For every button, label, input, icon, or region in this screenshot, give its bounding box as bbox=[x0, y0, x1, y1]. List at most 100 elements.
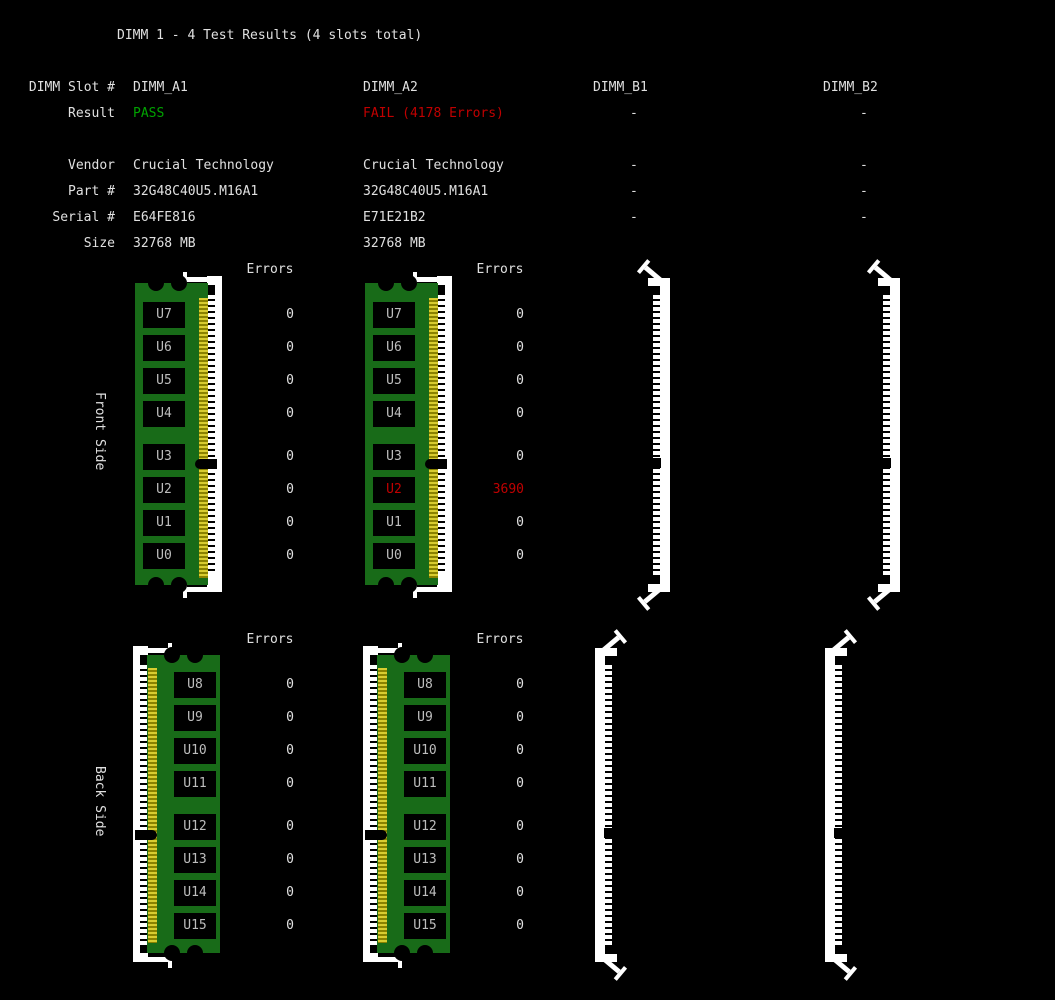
chip-error-count: 0 bbox=[286, 852, 294, 867]
chip-label: U11 bbox=[413, 776, 437, 791]
dimm-info-table: DIMM Slot # DIMM_A1 DIMM_A2 DIMM_B1 DIMM_B2 R… bbox=[0, 0, 1055, 260]
slot-latch-arm bbox=[187, 587, 209, 592]
connector-key-notch bbox=[195, 459, 217, 469]
errors-column-header: Errors bbox=[246, 262, 294, 277]
slot-latch-arm bbox=[643, 585, 664, 604]
slot-contacts bbox=[207, 295, 215, 575]
chip-error-count: 0 bbox=[516, 918, 524, 933]
connector-key-notch bbox=[425, 459, 447, 469]
chip-label: U12 bbox=[183, 819, 207, 834]
info-value: - bbox=[630, 158, 638, 173]
chip-error-count: 0 bbox=[286, 819, 294, 834]
info-value: - bbox=[860, 210, 868, 225]
memory-chip: U5 bbox=[373, 368, 415, 394]
info-value: 32G48C40U5.M16A1 bbox=[363, 184, 489, 199]
memory-chip: U2 bbox=[373, 477, 415, 503]
slot-end bbox=[133, 646, 148, 655]
chip-label: U8 bbox=[187, 677, 203, 692]
slot-end bbox=[363, 953, 378, 962]
slot-latch-arm bbox=[830, 955, 851, 974]
chip-label: U15 bbox=[413, 918, 437, 933]
info-value: DIMM_A2 bbox=[363, 80, 418, 95]
chip-error-count: 0 bbox=[286, 340, 294, 355]
memory-chip: U12 bbox=[174, 814, 216, 840]
side-label: Front Side bbox=[92, 392, 107, 471]
chip-label: U0 bbox=[156, 548, 172, 563]
connector-key-notch bbox=[881, 458, 891, 468]
slot-body bbox=[445, 285, 452, 585]
info-value: DIMM_B1 bbox=[593, 80, 648, 95]
memory-chip: U10 bbox=[174, 738, 216, 764]
slot-latch-arm bbox=[187, 277, 209, 282]
memory-chip: U13 bbox=[174, 847, 216, 873]
info-value: E64FE816 bbox=[133, 210, 196, 225]
chip-label: U10 bbox=[183, 743, 207, 758]
chip-label: U12 bbox=[413, 819, 437, 834]
dimm-pcb bbox=[135, 283, 208, 585]
info-value: - bbox=[860, 106, 868, 121]
pcb-edge-notch bbox=[417, 647, 433, 663]
chip-label: U7 bbox=[156, 307, 172, 322]
pcb-edge-notch bbox=[164, 945, 180, 961]
chip-error-count: 0 bbox=[286, 515, 294, 530]
chip-error-count: 0 bbox=[286, 373, 294, 388]
memory-chip: U1 bbox=[373, 510, 415, 536]
chip-label: U2 bbox=[386, 482, 402, 497]
slot-latch-arm bbox=[146, 957, 168, 962]
slot-contacts bbox=[140, 665, 148, 945]
connector-key-notch bbox=[135, 830, 157, 840]
memory-chip: U14 bbox=[174, 880, 216, 906]
memory-chip: U8 bbox=[174, 672, 216, 698]
pcb-edge-notch bbox=[187, 945, 203, 961]
memory-chip: U9 bbox=[174, 705, 216, 731]
memory-chip: U7 bbox=[373, 302, 415, 328]
memory-chip: U6 bbox=[143, 335, 185, 361]
chip-error-count: 0 bbox=[516, 406, 524, 421]
chip-label: U2 bbox=[156, 482, 172, 497]
slot-latch-arm bbox=[830, 635, 851, 654]
chip-label: U5 bbox=[156, 373, 172, 388]
memory-chip: U0 bbox=[143, 543, 185, 569]
slot-body bbox=[660, 278, 670, 592]
memory-chip: U13 bbox=[404, 847, 446, 873]
memory-chip: U5 bbox=[143, 368, 185, 394]
info-value: FAIL (4178 Errors) bbox=[363, 106, 504, 121]
info-value: 32768 MB bbox=[363, 236, 426, 251]
chip-error-count: 0 bbox=[286, 677, 294, 692]
pcb-edge-notch bbox=[171, 577, 187, 593]
pcb-edge-notch bbox=[401, 577, 417, 593]
memory-chip: U2 bbox=[143, 477, 185, 503]
memory-chip: U12 bbox=[404, 814, 446, 840]
chip-error-count: 0 bbox=[286, 548, 294, 563]
chip-label: U13 bbox=[413, 852, 437, 867]
chip-label: U5 bbox=[386, 373, 402, 388]
info-value: - bbox=[630, 210, 638, 225]
chip-error-count: 0 bbox=[286, 710, 294, 725]
info-value: - bbox=[860, 184, 868, 199]
memory-chip: U14 bbox=[404, 880, 446, 906]
slot-latch-arm bbox=[376, 648, 398, 653]
info-value: PASS bbox=[133, 106, 165, 121]
info-row-label: Result bbox=[68, 106, 115, 121]
dimm-pcb bbox=[365, 283, 438, 585]
slot-body bbox=[133, 655, 140, 953]
memory-chip: U4 bbox=[143, 401, 185, 427]
chip-label: U14 bbox=[183, 885, 207, 900]
chip-error-count: 0 bbox=[516, 885, 524, 900]
memory-chip: U3 bbox=[143, 444, 185, 470]
slot-contacts bbox=[437, 295, 445, 575]
slot-end bbox=[595, 648, 617, 656]
chip-error-count: 0 bbox=[516, 548, 524, 563]
slot-end bbox=[363, 646, 378, 655]
chip-error-count: 0 bbox=[516, 340, 524, 355]
slot-contacts bbox=[653, 295, 660, 575]
dimm-pcb bbox=[147, 655, 220, 953]
chip-label: U6 bbox=[156, 340, 172, 355]
errors-column-header: Errors bbox=[246, 632, 294, 647]
info-value: Crucial Technology bbox=[363, 158, 504, 173]
slot-contacts bbox=[605, 665, 612, 945]
chip-error-count: 0 bbox=[286, 885, 294, 900]
chip-error-count: 0 bbox=[516, 743, 524, 758]
errors-column-header: Errors bbox=[476, 262, 524, 277]
slot-contacts bbox=[370, 665, 378, 945]
